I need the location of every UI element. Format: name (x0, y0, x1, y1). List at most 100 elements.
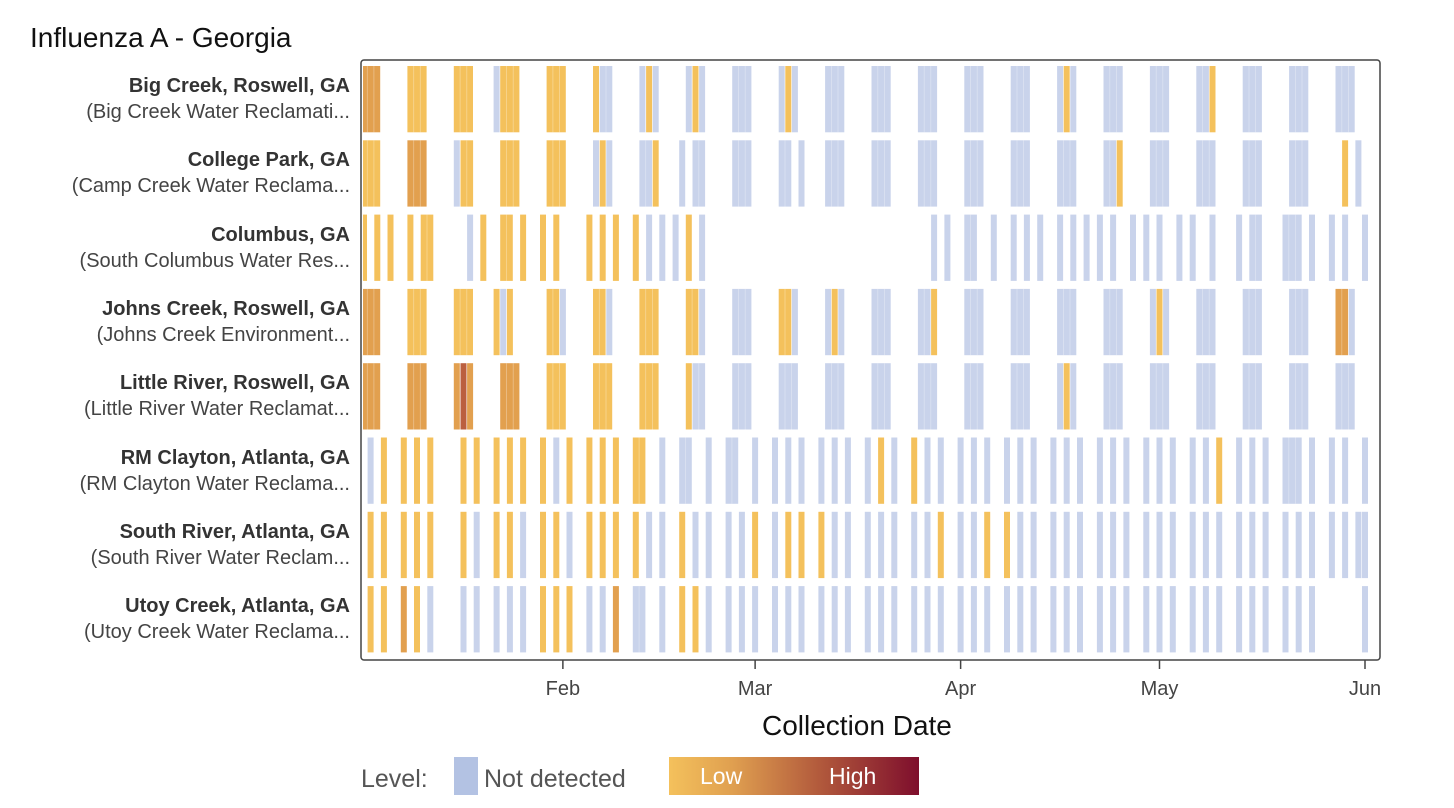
heatmap-cell (732, 288, 752, 356)
heatmap-cell (367, 437, 374, 504)
heatmap-cell (679, 140, 686, 207)
heatmap-cell (1017, 437, 1024, 504)
heatmap-cell (546, 363, 566, 430)
heatmap-cell (493, 511, 500, 579)
heatmap-cell (738, 511, 745, 579)
heatmap-cell (1189, 437, 1196, 504)
heatmap-cell (844, 437, 851, 504)
heatmap-cell (1249, 214, 1262, 281)
heatmap-cell (646, 66, 653, 133)
site-name: South River, Atlanta, GA (119, 520, 350, 543)
heatmap-cell (593, 363, 613, 430)
heatmap-cell (1209, 214, 1216, 281)
heatmap-cell (1242, 363, 1262, 430)
heatmap-cell (1156, 511, 1163, 579)
heatmap-cell (599, 214, 606, 281)
row-label: RM Clayton, Atlanta, GA (RM Clayton Water… (5, 445, 350, 497)
heatmap-cell (838, 288, 845, 356)
heatmap-cell (606, 140, 613, 207)
legend: Level: Not detected Low High (361, 757, 961, 795)
row-label: Columbus, GA (South Columbus Water Res... (5, 222, 350, 274)
heatmap-cell (1236, 586, 1243, 653)
heatmap-cell (427, 586, 434, 653)
heatmap-cell (1149, 288, 1156, 356)
heatmap-cell (871, 363, 891, 430)
heatmap-cell (1209, 66, 1216, 133)
heatmap-cell (1309, 437, 1315, 504)
heatmap-cell (1077, 586, 1083, 653)
heatmap-cell (1236, 511, 1243, 579)
heatmap-cell (546, 140, 566, 207)
heatmap-cell (1010, 363, 1030, 430)
heatmap-cell (1355, 511, 1362, 579)
heatmap-cell (964, 288, 984, 356)
heatmap-cell (493, 437, 500, 504)
heatmap-cell (692, 66, 699, 133)
heatmap-cell (407, 66, 427, 133)
heatmap-cell (1143, 586, 1150, 653)
heatmap-cell (427, 511, 434, 579)
heatmap-cell (500, 288, 507, 356)
heatmap-cell (612, 214, 619, 281)
heatmap-cell (911, 511, 918, 579)
heatmap-cell (520, 437, 527, 504)
plot-frame (360, 59, 1381, 661)
heatmap-cell (685, 288, 699, 356)
heatmap-cell (1289, 288, 1309, 356)
heatmap-cell (692, 511, 699, 579)
heatmap-cell (1110, 586, 1117, 653)
heatmap-cell (1096, 586, 1103, 653)
legend-not-detected-label: Not detected (484, 765, 626, 793)
heatmap-cell (791, 66, 798, 133)
heatmap-cell (632, 511, 639, 579)
heatmap-cell (1295, 511, 1302, 579)
heatmap-cell (1202, 437, 1209, 504)
x-tick-label: Apr (945, 678, 976, 700)
heatmap-cell (1103, 140, 1117, 207)
heatmap-cell (639, 363, 659, 430)
heatmap-cell (1143, 214, 1150, 281)
heatmap-cell (1110, 511, 1117, 579)
heatmap-cell (1010, 66, 1030, 133)
heatmap-cell (917, 288, 931, 356)
heatmap-cell (1077, 437, 1083, 504)
heatmap-cell (825, 288, 832, 356)
x-tick-label: May (1141, 678, 1179, 700)
heatmap-cell (1057, 288, 1077, 356)
heatmap-cell (1342, 437, 1349, 504)
heatmap-cell (363, 66, 381, 133)
heatmap-cell (1289, 66, 1309, 133)
heatmap-cell (964, 214, 977, 281)
heatmap-cell (844, 586, 851, 653)
heatmap-cell (546, 288, 560, 356)
heatmap-cell (493, 66, 500, 133)
legend-high-label: High (829, 763, 877, 789)
heatmap-cell (984, 437, 991, 504)
heatmap-cell (1189, 511, 1196, 579)
heatmap-cell (970, 437, 977, 504)
heatmap-cell (1362, 437, 1368, 504)
heatmap-cell (1289, 140, 1309, 207)
heatmap-cell (1010, 214, 1017, 281)
heatmap-cell (460, 511, 467, 579)
heatmap-cell (1262, 586, 1269, 653)
heatmap-cell (725, 437, 739, 504)
heatmap-cell (363, 288, 381, 356)
heatmap-cell (553, 214, 560, 281)
heatmap-cell (1249, 511, 1256, 579)
heatmap-cell (732, 140, 752, 207)
heatmap-cell (1143, 511, 1150, 579)
heatmap-cell (593, 140, 599, 207)
heatmap-cell (1202, 586, 1209, 653)
heatmap-cell (1063, 511, 1070, 579)
heatmap-cell (1216, 511, 1223, 579)
row-label: Utoy Creek, Atlanta, GA (Utoy Creek Water… (5, 593, 350, 645)
heatmap-cell (1030, 437, 1037, 504)
heatmap-cell (652, 140, 659, 207)
plant-name: (Johns Creek Environment... (96, 324, 350, 347)
heatmap-cell (427, 437, 434, 504)
heatmap-cell (1057, 363, 1064, 430)
heatmap-cell (473, 437, 480, 504)
heatmap-cell (831, 511, 838, 579)
